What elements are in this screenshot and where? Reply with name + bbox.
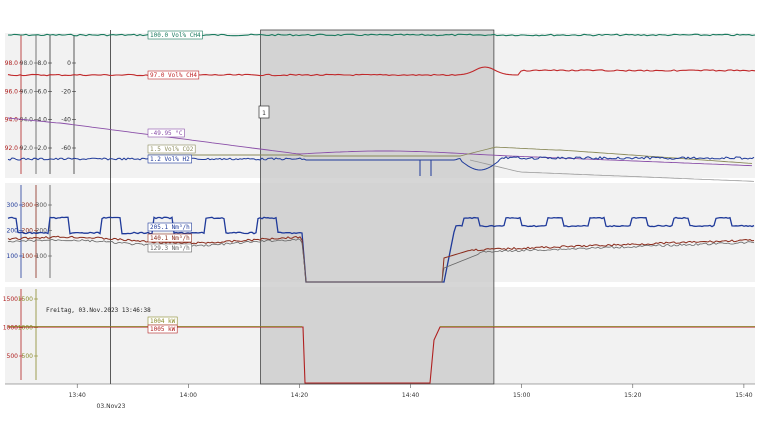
y-tick-label: 98.0 <box>5 60 19 67</box>
x-axis-ticks: 13:40 14:00 14:20 14:40 15:00 15:20 15:40 <box>69 384 753 399</box>
series-label: 1.2 Vol% H2 <box>147 154 192 164</box>
y-tick-label: 1500 <box>3 296 18 303</box>
series-gray-trend <box>469 159 755 182</box>
y-tick-label: 500 <box>22 353 34 360</box>
series-ch4-97 <box>7 66 756 77</box>
series-label: 205.1 Nm³/h <box>147 222 192 232</box>
panel-top-axes: 98.096.094.092.098.096.094.092.08.06.04.… <box>5 35 76 174</box>
y-tick-label: 1500 <box>18 296 33 303</box>
y-tick-label: 92.0 <box>20 145 34 152</box>
series-co2 <box>148 146 753 164</box>
y-tick-label: 6.0 <box>37 88 47 95</box>
x-tick-label: 14:20 <box>291 392 308 399</box>
y-tick-label: 2.0 <box>37 145 47 152</box>
y-tick-label: 500 <box>7 353 19 360</box>
y-tick-label: 4.0 <box>37 117 47 124</box>
series-label: 100.0 Vol% CH4 <box>147 30 203 40</box>
y-tick-label: -60 <box>61 145 71 152</box>
series-power-1005 <box>8 326 755 384</box>
y-tick-label: 92.0 <box>5 145 19 152</box>
svg-text:129.3 Nm³/h: 129.3 Nm³/h <box>150 245 190 252</box>
series-label: 1.5 Vol% CO2 <box>147 144 196 154</box>
marker-1[interactable]: 1 <box>258 105 270 119</box>
y-tick-label: 0 <box>67 60 71 67</box>
series-label: -49.95 °C <box>147 128 185 138</box>
series-label: 97.0 Vol% CH4 <box>147 70 200 80</box>
svg-text:1.5 Vol% CO2: 1.5 Vol% CO2 <box>150 146 194 153</box>
svg-text:1.2 Vol% H2: 1.2 Vol% H2 <box>150 156 190 163</box>
y-tick-label: 96.0 <box>5 88 19 95</box>
x-tick-label: 14:40 <box>402 392 419 399</box>
y-tick-label: 200 <box>22 228 34 235</box>
x-tick-label: 13:40 <box>69 392 86 399</box>
x-tick-label: 15:20 <box>624 392 641 399</box>
y-tick-label: 8.0 <box>37 60 47 67</box>
y-tick-label: 200 <box>7 228 19 235</box>
series-temperature <box>7 117 753 167</box>
svg-text:1: 1 <box>262 110 266 117</box>
y-tick-label: 96.0 <box>20 88 34 95</box>
x-date-label: 03.Nov23 <box>97 403 126 410</box>
svg-text:-49.95 °C: -49.95 °C <box>150 130 183 137</box>
panel-middle-axes: 300 200 100 300 200 100 300 200 100 <box>7 185 52 278</box>
y-tick-label: 1000 <box>18 325 33 332</box>
svg-text:97.0 Vol% CH4: 97.0 Vol% CH4 <box>150 72 197 79</box>
svg-text:1005 kW: 1005 kW <box>150 326 176 333</box>
panel-middle-series <box>7 216 755 283</box>
highlight-region <box>260 29 495 385</box>
panel-bottom-axes: 1500 1000 500 1500 1000 500 <box>3 289 38 380</box>
y-tick-label: 300 <box>7 202 19 209</box>
y-tick-label: 100 <box>22 253 34 260</box>
y-tick-label: 1000 <box>3 325 18 332</box>
series-label: 1005 kW <box>147 324 178 334</box>
x-tick-label: 15:00 <box>513 392 530 399</box>
svg-text:140.1 Nm³/h: 140.1 Nm³/h <box>150 235 190 242</box>
y-tick-label: 300 <box>22 202 34 209</box>
series-h2 <box>7 156 755 171</box>
series-label: 129.3 Nm³/h <box>147 243 192 253</box>
series-label: 140.1 Nm³/h <box>147 233 192 243</box>
y-tick-label: 94.0 <box>5 117 19 124</box>
y-tick-label: 100 <box>7 253 19 260</box>
x-tick-label: 15:40 <box>735 392 752 399</box>
timestamp-label: Freitag, 03.Nov.2023 13:46:38 <box>46 307 151 314</box>
svg-text:205.1 Nm³/h: 205.1 Nm³/h <box>150 224 190 231</box>
y-tick-label: 300 <box>36 202 48 209</box>
series-h2-spikes <box>419 160 432 176</box>
series-flow-129 <box>7 238 755 283</box>
y-tick-label: 100 <box>36 253 48 260</box>
y-tick-label: -40 <box>61 117 71 124</box>
y-tick-label: -20 <box>61 88 71 95</box>
y-tick-label: 200 <box>36 228 48 235</box>
series-labels: 100.0 Vol% CH4 97.0 Vol% CH4 -49.95 °C 1.5 … <box>147 30 203 334</box>
panel-top-series <box>7 33 756 182</box>
svg-text:100.0 Vol% CH4: 100.0 Vol% CH4 <box>150 32 201 39</box>
y-tick-label: 98.0 <box>20 60 34 67</box>
series-ch4-100 <box>7 33 756 37</box>
x-tick-label: 14:00 <box>180 392 197 399</box>
svg-text:1004 kW: 1004 kW <box>150 318 176 325</box>
series-label: 1004 kW <box>147 316 178 326</box>
